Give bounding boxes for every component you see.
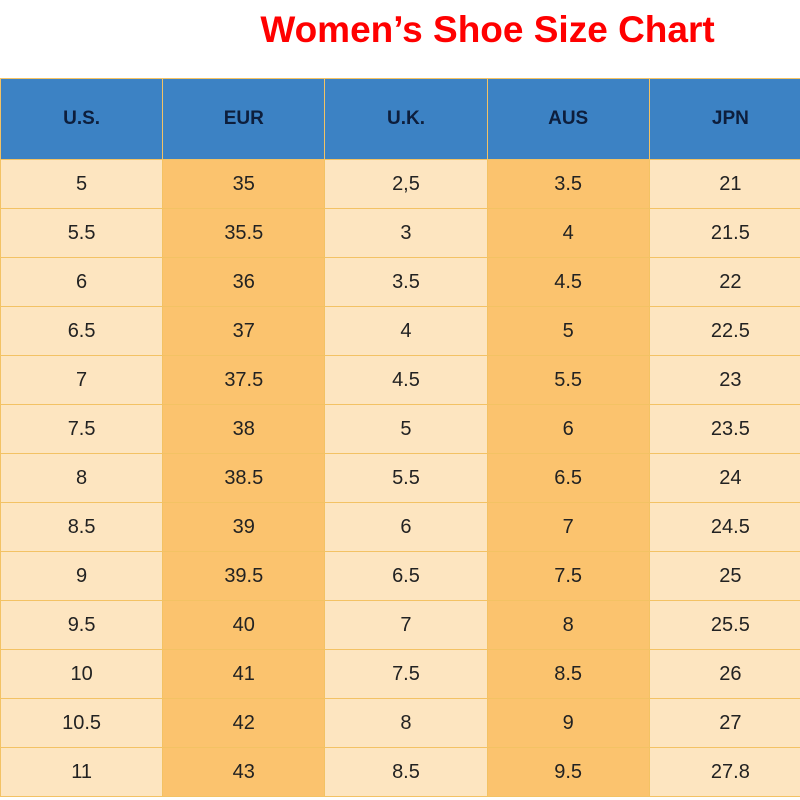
cell-uk: 7.5 — [324, 649, 488, 699]
cell-us: 5 — [0, 159, 164, 209]
cell-eur: 38.5 — [162, 453, 326, 503]
cell-eur: 35.5 — [162, 208, 326, 258]
table-row: 10 41 7.5 8.5 26 — [0, 649, 800, 699]
table-row: 9.5 40 7 8 25.5 — [0, 600, 800, 650]
cell-us: 10.5 — [0, 698, 164, 748]
cell-aus: 4.5 — [486, 257, 650, 307]
cell-aus: 4 — [486, 208, 650, 258]
table-body: 5 35 2,5 3.5 21 5.5 35.5 3 4 21.5 6 36 3.5 4.5 22 6.5 37… — [0, 159, 800, 797]
cell-jpn: 21 — [648, 159, 800, 209]
cell-eur: 38 — [162, 404, 326, 454]
size-table: U.S. EUR U.K. AUS JPN 5 35 2,5 3.5 21 5.5 35.5… — [0, 78, 800, 797]
cell-uk: 5 — [324, 404, 488, 454]
table-row: 8.5 39 6 7 24.5 — [0, 502, 800, 552]
cell-aus: 9 — [486, 698, 650, 748]
column-header-us: U.S. — [0, 78, 164, 160]
cell-uk: 2,5 — [324, 159, 488, 209]
cell-eur: 39.5 — [162, 551, 326, 601]
cell-eur: 39 — [162, 502, 326, 552]
cell-us: 6 — [0, 257, 164, 307]
table-row: 8 38.5 5.5 6.5 24 — [0, 453, 800, 503]
cell-uk: 7 — [324, 600, 488, 650]
cell-aus: 6.5 — [486, 453, 650, 503]
cell-us: 8.5 — [0, 502, 164, 552]
cell-jpn: 22 — [648, 257, 800, 307]
cell-uk: 8 — [324, 698, 488, 748]
cell-aus: 7.5 — [486, 551, 650, 601]
table-row: 5 35 2,5 3.5 21 — [0, 159, 800, 209]
cell-us: 7.5 — [0, 404, 164, 454]
table-row: 5.5 35.5 3 4 21.5 — [0, 208, 800, 258]
cell-eur: 40 — [162, 600, 326, 650]
cell-eur: 41 — [162, 649, 326, 699]
cell-aus: 8.5 — [486, 649, 650, 699]
cell-us: 7 — [0, 355, 164, 405]
cell-jpn: 24 — [648, 453, 800, 503]
cell-us: 5.5 — [0, 208, 164, 258]
table-row: 6 36 3.5 4.5 22 — [0, 257, 800, 307]
cell-jpn: 24.5 — [648, 502, 800, 552]
cell-jpn: 25.5 — [648, 600, 800, 650]
column-header-aus: AUS — [486, 78, 650, 160]
table-row: 9 39.5 6.5 7.5 25 — [0, 551, 800, 601]
cell-uk: 6 — [324, 502, 488, 552]
cell-aus: 9.5 — [486, 747, 650, 797]
cell-jpn: 21.5 — [648, 208, 800, 258]
cell-aus: 6 — [486, 404, 650, 454]
cell-uk: 5.5 — [324, 453, 488, 503]
column-header-jpn: JPN — [648, 78, 800, 160]
table-row: 7 37.5 4.5 5.5 23 — [0, 355, 800, 405]
cell-us: 9.5 — [0, 600, 164, 650]
cell-jpn: 22.5 — [648, 306, 800, 356]
cell-aus: 8 — [486, 600, 650, 650]
cell-aus: 5 — [486, 306, 650, 356]
column-header-eur: EUR — [162, 78, 326, 160]
cell-jpn: 25 — [648, 551, 800, 601]
cell-uk: 3 — [324, 208, 488, 258]
cell-eur: 43 — [162, 747, 326, 797]
cell-aus: 5.5 — [486, 355, 650, 405]
table-row: 6.5 37 4 5 22.5 — [0, 306, 800, 356]
cell-uk: 6.5 — [324, 551, 488, 601]
cell-us: 8 — [0, 453, 164, 503]
cell-uk: 3.5 — [324, 257, 488, 307]
cell-us: 10 — [0, 649, 164, 699]
cell-jpn: 27 — [648, 698, 800, 748]
cell-jpn: 26 — [648, 649, 800, 699]
table-row: 11 43 8.5 9.5 27.8 — [0, 747, 800, 797]
cell-eur: 36 — [162, 257, 326, 307]
cell-jpn: 27.8 — [648, 747, 800, 797]
cell-aus: 7 — [486, 502, 650, 552]
table-row: 7.5 38 5 6 23.5 — [0, 404, 800, 454]
cell-uk: 8.5 — [324, 747, 488, 797]
cell-eur: 37 — [162, 306, 326, 356]
cell-eur: 37.5 — [162, 355, 326, 405]
column-header-uk: U.K. — [324, 78, 488, 160]
cell-us: 6.5 — [0, 306, 164, 356]
cell-eur: 35 — [162, 159, 326, 209]
cell-us: 9 — [0, 551, 164, 601]
cell-aus: 3.5 — [486, 159, 650, 209]
cell-jpn: 23 — [648, 355, 800, 405]
chart-title: Women’s Shoe Size Chart — [260, 9, 715, 50]
cell-uk: 4.5 — [324, 355, 488, 405]
cell-eur: 42 — [162, 698, 326, 748]
cell-uk: 4 — [324, 306, 488, 356]
cell-us: 11 — [0, 747, 164, 797]
table-row: 10.5 42 8 9 27 — [0, 698, 800, 748]
header-row: U.S. EUR U.K. AUS JPN — [0, 78, 800, 160]
cell-jpn: 23.5 — [648, 404, 800, 454]
